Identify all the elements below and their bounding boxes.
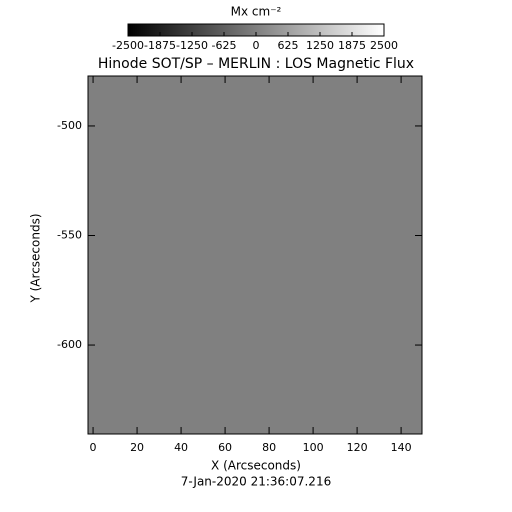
x-axis-label: X (Arcseconds)	[211, 459, 301, 473]
x-tick-label: 60	[218, 441, 232, 454]
colorbar-tick-label: -2500	[112, 39, 144, 52]
caption: 7-Jan-2020 21:36:07.216	[181, 475, 331, 489]
chart-title: Hinode SOT/SP – MERLIN : LOS Magnetic Fl…	[98, 56, 414, 72]
image-field	[87, 75, 423, 435]
x-tick-label: 100	[303, 441, 324, 454]
colorbar-tick-label: 2500	[370, 39, 398, 52]
colorbar-tick-label: 1875	[338, 39, 366, 52]
colorbar-tick-label: 625	[278, 39, 299, 52]
colorbar-tick-label: 1250	[306, 39, 334, 52]
x-tick-label: 120	[347, 441, 368, 454]
colorbar-tick-label: -1250	[176, 39, 208, 52]
y-tick-label: -550	[57, 229, 82, 242]
x-tick-label: 40	[174, 441, 188, 454]
x-tick-label: 0	[90, 441, 97, 454]
colorbar-tick-label: -1875	[144, 39, 176, 52]
colorbar-tick-label: 0	[253, 39, 260, 52]
y-axis-label: Y (Arcseconds)	[29, 213, 43, 303]
colorbar-label: Mx cm⁻²	[231, 5, 282, 19]
y-tick-label: -500	[57, 119, 82, 132]
x-tick-label: 140	[391, 441, 412, 454]
colorbar-tick-label: -625	[212, 39, 237, 52]
x-tick-label: 80	[262, 441, 276, 454]
x-tick-label: 20	[130, 441, 144, 454]
y-tick-label: -600	[57, 338, 82, 351]
